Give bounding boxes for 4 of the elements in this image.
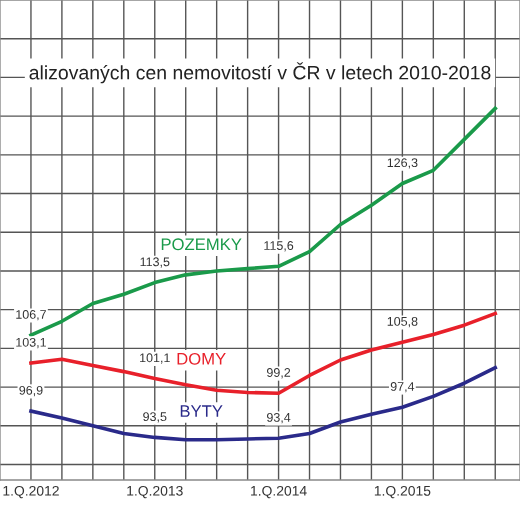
text: alizovaných cen nemovitostí v ČR v letech 2010-2018 bbox=[29, 62, 491, 84]
series-label: DOMY bbox=[177, 352, 226, 365]
series-label: BYTY bbox=[180, 405, 223, 417]
series-label: POZEMKY bbox=[161, 238, 242, 251]
